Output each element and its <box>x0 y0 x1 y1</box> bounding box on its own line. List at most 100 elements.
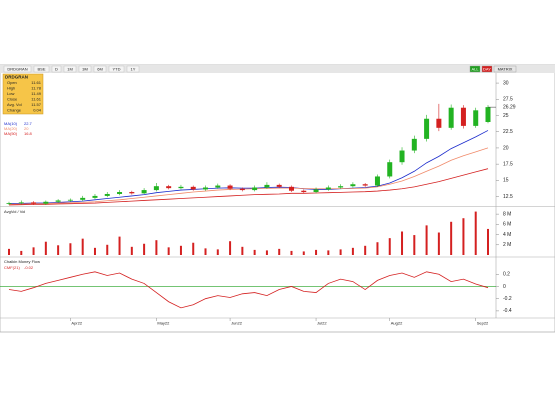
candle-body <box>374 176 380 186</box>
toolbar-label[interactable]: 3M <box>82 66 88 71</box>
toolbar-label[interactable]: ALL <box>471 66 479 71</box>
candle-body <box>18 202 24 204</box>
panel-title: AvgVol / Vol <box>4 209 25 214</box>
toolbar-label[interactable]: 1M <box>67 66 73 71</box>
legend-name: MA(10) <box>4 121 18 126</box>
volume-bar <box>450 221 453 255</box>
toolbar-button[interactable] <box>93 65 107 73</box>
legend-value: 22.7 <box>24 121 33 126</box>
volume-bar <box>437 232 440 255</box>
candle-body <box>178 186 184 189</box>
volume-bar <box>327 250 330 255</box>
candle-body <box>215 185 221 188</box>
info-label: Change <box>7 108 22 113</box>
y-tick-label: 27.5 <box>503 97 513 103</box>
y-tick-label: 25 <box>503 113 509 119</box>
volume-bar <box>20 250 23 255</box>
candle-body <box>92 195 98 198</box>
y-tick-label: 15 <box>503 178 509 184</box>
candle-body <box>129 192 135 194</box>
toolbar-label[interactable]: 1Y <box>131 66 136 71</box>
volume-bar <box>474 211 477 255</box>
info-label: Low <box>7 91 14 96</box>
candle-body <box>43 201 49 204</box>
moving-average <box>8 168 489 206</box>
y-tick-label: 30 <box>503 80 509 86</box>
toolbar-button[interactable] <box>126 65 140 73</box>
toolbar-label[interactable]: DRDGRAN <box>7 66 27 71</box>
legend-value: 20 <box>24 126 29 131</box>
candle-body <box>448 107 454 128</box>
toolbar-button[interactable] <box>3 65 32 73</box>
candle-body <box>80 197 86 200</box>
candle-body <box>166 186 172 189</box>
toolbar-label[interactable]: YTD <box>113 66 121 71</box>
info-label: Avg. Vol <box>7 102 22 107</box>
toolbar-label[interactable]: DAY <box>483 66 491 71</box>
info-value: 11.57 <box>31 102 41 107</box>
y-tick-label: 12.5 <box>503 194 513 200</box>
toolbar-label[interactable]: D <box>55 66 58 71</box>
candle-body <box>227 185 233 189</box>
candle-body <box>411 138 417 151</box>
candle-body <box>485 107 491 122</box>
info-value: 0.04 <box>33 108 42 113</box>
volume-bar <box>315 249 318 255</box>
toolbar-button[interactable] <box>469 65 481 73</box>
cmf-line <box>8 271 489 309</box>
legend-value: 16.8 <box>24 131 33 136</box>
volume-bar <box>57 245 60 255</box>
candle-body <box>153 186 159 191</box>
toolbar-label[interactable]: BSE <box>37 66 45 71</box>
candle-body <box>424 118 430 139</box>
volume-bar <box>69 243 72 255</box>
volume-bar <box>179 245 182 255</box>
toolbar-button[interactable] <box>78 65 92 73</box>
toolbar-button[interactable] <box>33 65 50 73</box>
volume-bar <box>192 242 195 255</box>
volume-bar <box>130 246 133 255</box>
volume-bar <box>462 218 465 255</box>
volume-bar <box>278 248 281 255</box>
volume-bar <box>339 249 342 255</box>
toolbar-label[interactable]: MATRIX <box>498 66 513 71</box>
info-title: DRDGRAN <box>5 75 28 80</box>
volume-bar <box>229 241 232 255</box>
volume-bar <box>364 245 367 255</box>
toolbar-button[interactable] <box>108 65 125 73</box>
y-tick-label: 8 M <box>503 211 511 217</box>
candle-body <box>313 189 319 193</box>
legend-name: MA(50) <box>4 131 18 136</box>
candle-body <box>338 186 344 188</box>
volume-bar <box>265 250 268 255</box>
candle-body <box>104 193 110 196</box>
toolbar-button[interactable] <box>481 65 493 73</box>
toolbar-button[interactable] <box>493 65 517 73</box>
candle-body <box>6 203 12 204</box>
info-box <box>2 73 44 115</box>
panel-title: Chaikin Money Flow <box>4 259 40 264</box>
toolbar-button[interactable] <box>51 65 62 73</box>
volume-bar <box>204 248 207 255</box>
y-tick-label: 17.5 <box>503 161 513 167</box>
info-label: Open <box>7 80 17 85</box>
candle-body <box>460 107 466 126</box>
toolbar-button[interactable] <box>63 65 77 73</box>
toolbar-label[interactable]: 6M <box>97 66 103 71</box>
volume-bar <box>155 240 158 255</box>
volume-bar <box>93 247 96 255</box>
legend-name: CMF(21) <box>4 265 20 270</box>
candle-body <box>288 186 294 191</box>
y-tick-label: 0.2 <box>503 272 510 278</box>
legend-name: MA(20) <box>4 126 18 131</box>
candle-body <box>239 188 245 191</box>
candle-body <box>325 187 331 190</box>
x-tick-label: Jul22 <box>317 321 327 326</box>
toolbar <box>0 65 555 73</box>
info-value: 11.61 <box>31 80 41 85</box>
legend-value: -0.02 <box>24 265 34 270</box>
y-tick-label: 4 M <box>503 232 511 238</box>
volume-bar <box>376 242 379 255</box>
volume-bar <box>290 250 293 255</box>
